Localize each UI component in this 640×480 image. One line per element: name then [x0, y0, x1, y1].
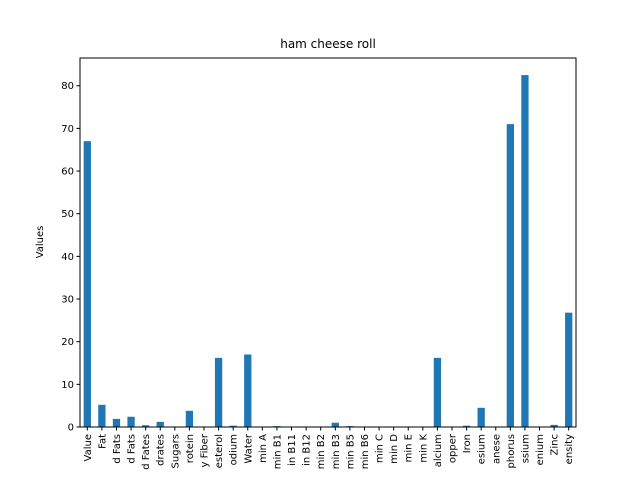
x-tick-label: phorus [506, 434, 517, 468]
bar [565, 312, 573, 427]
bar [506, 124, 514, 427]
y-tick-label: 20 [61, 337, 74, 348]
y-axis: 0 10 20 30 40 50 60 70 80 [61, 81, 80, 434]
x-tick-label: enium [535, 434, 546, 465]
x-tick-label: esterol [214, 434, 225, 468]
y-tick-label: 30 [61, 295, 74, 306]
x-tick-label: in B12 [302, 434, 313, 466]
x-tick-label: opper [448, 433, 459, 463]
bars-group [83, 75, 573, 427]
bar [214, 357, 223, 427]
bar [98, 404, 106, 427]
x-tick-label: d Fats [112, 434, 123, 464]
x-tick-label: min B3 [331, 434, 342, 469]
x-tick-label: min B2 [316, 434, 327, 469]
y-tick-label: 40 [61, 252, 74, 263]
x-tick-label: Sugars [170, 434, 181, 468]
bar [433, 357, 442, 427]
bar [521, 75, 529, 427]
y-tick-label: 70 [61, 124, 74, 135]
x-tick-label: Value [83, 434, 94, 461]
bar [127, 416, 135, 427]
x-tick-label: in B11 [287, 434, 298, 466]
x-tick-label: min K [418, 434, 429, 463]
bar [462, 425, 471, 427]
x-tick-label: odium [229, 434, 240, 465]
bar [185, 410, 194, 427]
bar [477, 407, 485, 427]
y-tick-label: 0 [68, 423, 74, 434]
bar [112, 418, 121, 427]
y-tick-label: 50 [61, 209, 74, 220]
x-tick-label: min B1 [272, 434, 283, 469]
x-tick-label: rotein [185, 434, 196, 463]
x-tick-label: drates [156, 434, 167, 466]
x-tick-label: min B6 [360, 434, 371, 469]
bar [550, 424, 558, 427]
x-tick-label: Zinc [550, 434, 561, 455]
bar [142, 425, 150, 427]
x-tick-label: y Fiber [200, 433, 211, 467]
x-tick-label: alcium [433, 434, 444, 467]
y-tick-label: 60 [61, 167, 74, 178]
y-tick-label: 10 [61, 380, 74, 391]
bar [229, 425, 237, 427]
plot-frame [79, 57, 577, 428]
bar [331, 422, 339, 427]
y-tick-label: 80 [61, 81, 74, 92]
x-tick-label: Iron [462, 434, 473, 453]
x-tick-label: min E [404, 434, 415, 462]
x-tick-label: anese [491, 434, 502, 464]
chart-title: ham cheese roll [280, 37, 376, 51]
x-axis: Value Fat d Fats d Fats d Fates drates Sugars r… [83, 427, 575, 470]
bar [156, 421, 164, 427]
bar [83, 141, 91, 427]
x-tick-label: d Fates [141, 434, 152, 470]
x-tick-label: min B5 [345, 434, 356, 469]
x-tick-label: min A [258, 434, 269, 463]
y-axis-label: Values [35, 226, 46, 259]
x-tick-label: d Fats [127, 434, 138, 464]
x-tick-label: esium [477, 434, 488, 464]
bar [244, 354, 252, 427]
x-tick-label: min C [375, 434, 386, 463]
x-tick-label: ssium [520, 434, 531, 463]
x-tick-label: min D [389, 434, 400, 464]
x-tick-label: Water [243, 433, 254, 463]
x-tick-label: ensity [564, 434, 575, 464]
x-tick-label: Fat [97, 434, 108, 449]
